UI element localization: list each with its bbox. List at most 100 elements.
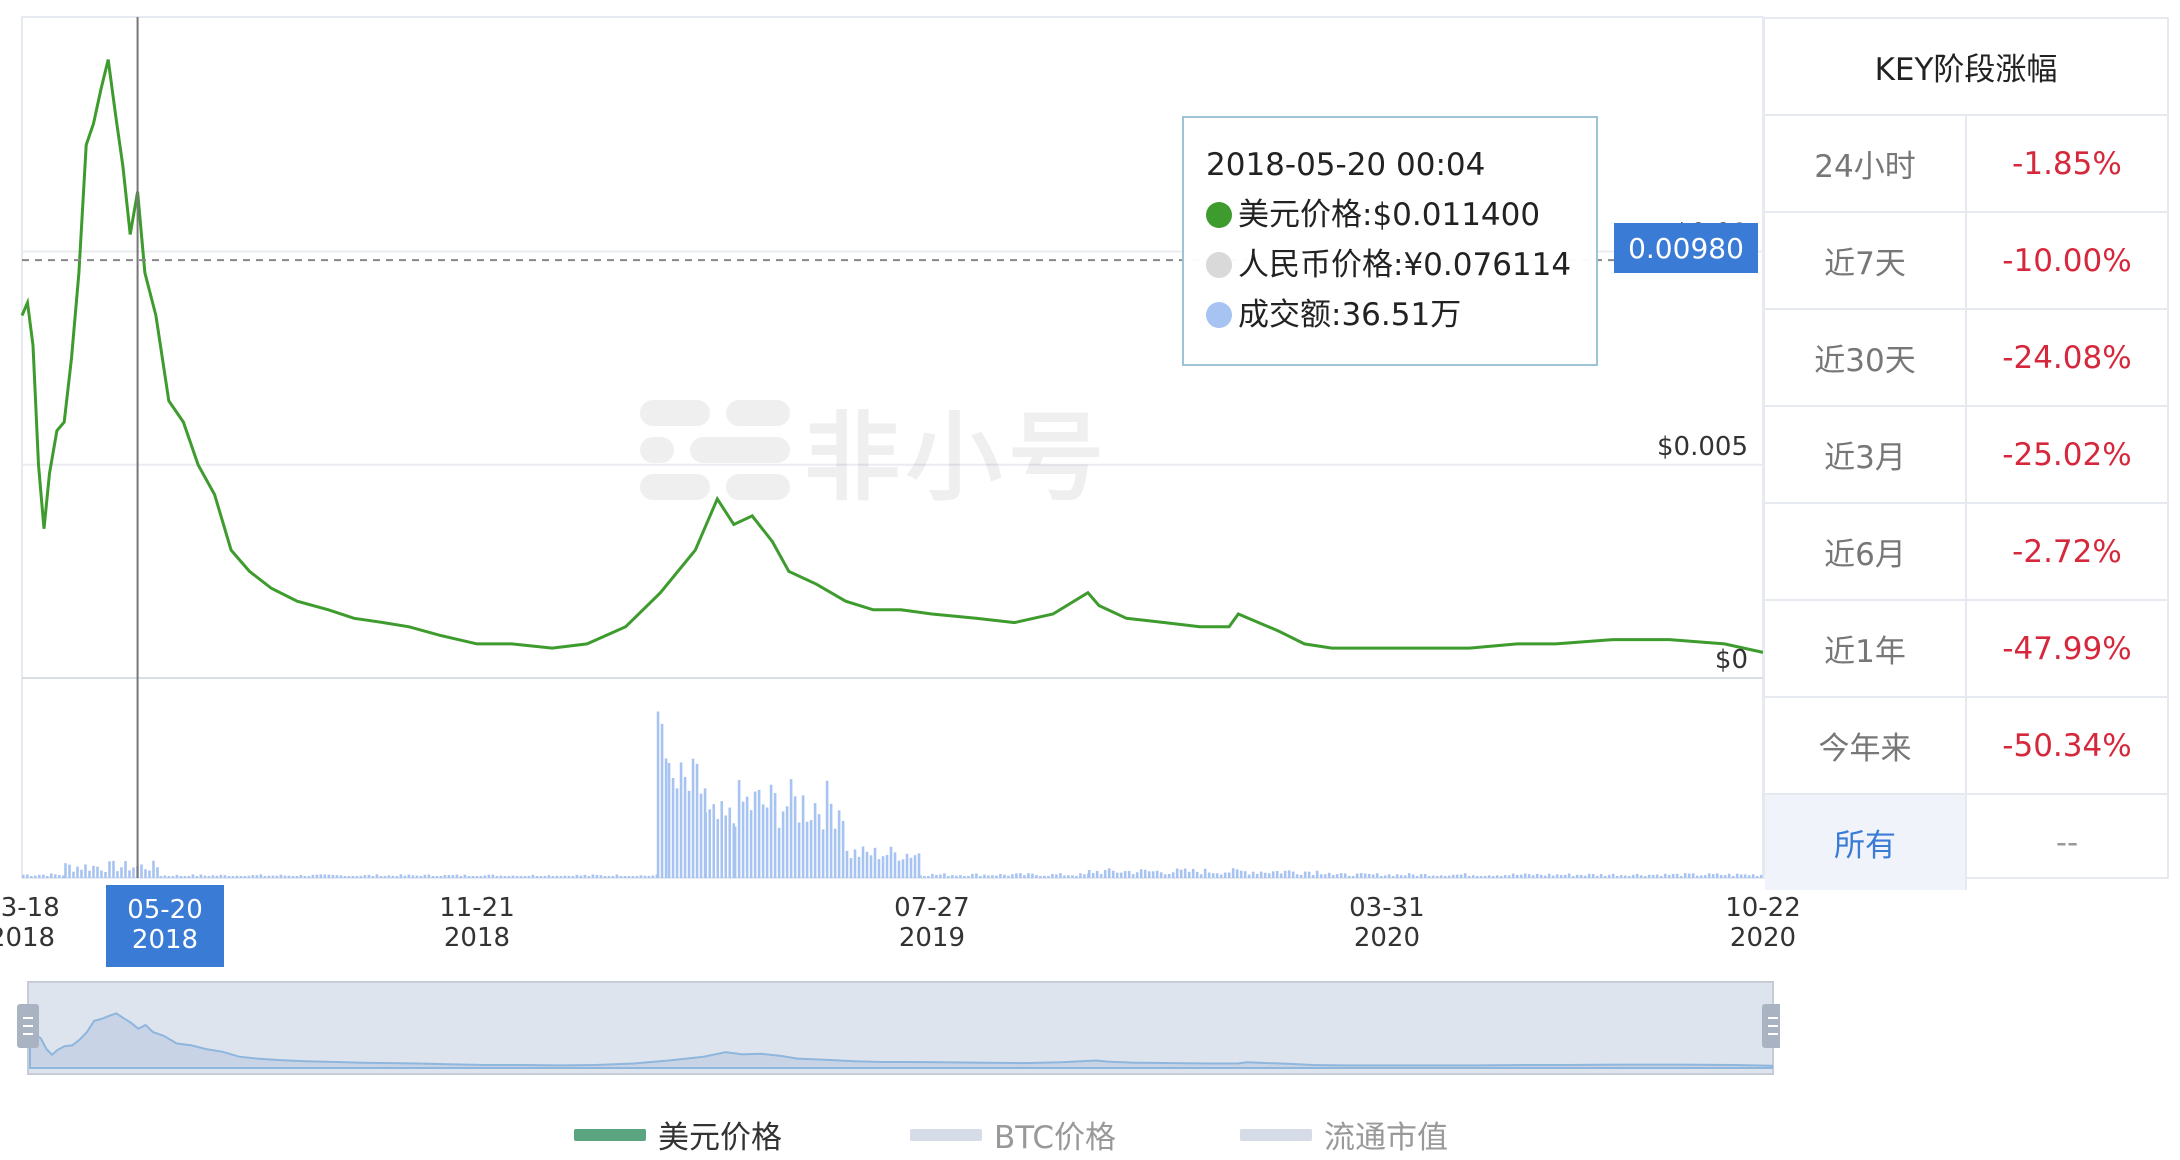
volume-bar xyxy=(1683,873,1687,878)
volume-bar xyxy=(1443,876,1447,878)
period-label[interactable]: 近3月 xyxy=(1765,407,1967,502)
volume-bar xyxy=(801,795,805,878)
volume-bar xyxy=(1327,872,1331,878)
volume-bar xyxy=(1555,874,1559,878)
volume-bar xyxy=(1319,874,1323,878)
volume-bar xyxy=(331,874,335,878)
volume-bar xyxy=(251,875,255,878)
crosshair-date-badge: 05-20 2018 xyxy=(106,885,224,967)
period-label[interactable]: 近30天 xyxy=(1765,310,1967,405)
volume-bar xyxy=(667,762,671,878)
volume-bar xyxy=(728,807,732,878)
volume-bar xyxy=(439,876,443,878)
period-label[interactable]: 近6月 xyxy=(1765,504,1967,599)
volume-bar xyxy=(403,875,407,878)
volume-bar xyxy=(1251,871,1255,878)
navigator-area xyxy=(29,1012,1773,1069)
volume-bar xyxy=(1291,871,1295,878)
volume-bar xyxy=(387,875,391,878)
volume-bar xyxy=(913,855,917,878)
navigator-left-handle[interactable] xyxy=(17,1004,39,1048)
period-label[interactable]: 今年来 xyxy=(1765,698,1967,793)
volume-bar xyxy=(1195,871,1199,878)
period-label[interactable]: 24小时 xyxy=(1765,116,1967,211)
volume-bar xyxy=(607,875,611,878)
volume-bar xyxy=(1039,876,1042,878)
chart-tooltip: 2018-05-20 00:04 美元价格:$0.011400 人民币价格:¥0… xyxy=(1182,116,1598,366)
volume-bar xyxy=(399,874,403,878)
volume-bar xyxy=(30,876,33,878)
period-row-all[interactable]: 所有 -- xyxy=(1765,795,2167,890)
period-row[interactable]: 近6月 -2.72% xyxy=(1765,504,2167,601)
volume-bar xyxy=(1739,874,1743,878)
volume-bar xyxy=(1483,875,1487,878)
period-row[interactable]: 今年来 -50.34% xyxy=(1765,698,2167,795)
volume-bar xyxy=(1403,875,1407,878)
volume-bar xyxy=(239,876,243,878)
volume-bar xyxy=(371,876,375,878)
volume-bar xyxy=(1179,869,1183,878)
volume-bar xyxy=(745,796,749,878)
period-row[interactable]: 近3月 -25.02% xyxy=(1765,407,2167,504)
volume-bar xyxy=(299,874,303,878)
volume-bar xyxy=(901,859,905,878)
volume-bar xyxy=(967,876,970,878)
volume-bar xyxy=(555,875,559,878)
period-row[interactable]: 近30天 -24.08% xyxy=(1765,310,2167,407)
period-row[interactable]: 24小时 -1.85% xyxy=(1765,116,2167,213)
volume-bar xyxy=(1579,875,1583,878)
period-row[interactable]: 近7天 -10.00% xyxy=(1765,213,2167,310)
volume-bar xyxy=(1679,876,1683,878)
volume-bar xyxy=(708,809,712,878)
period-label-all[interactable]: 所有 xyxy=(1765,795,1967,890)
blue-dot-icon xyxy=(1206,302,1232,328)
volume-bar xyxy=(1003,874,1006,878)
volume-bar xyxy=(1611,873,1615,878)
volume-bar xyxy=(163,875,167,878)
volume-bar xyxy=(1675,873,1679,878)
tooltip-usd-price: 美元价格:$0.011400 xyxy=(1238,197,1541,233)
volume-bar xyxy=(1271,871,1275,878)
volume-bar xyxy=(152,860,155,878)
period-label[interactable]: 近7天 xyxy=(1765,213,1967,308)
volume-bar xyxy=(1267,873,1271,878)
volume-bar xyxy=(1515,874,1519,878)
volume-bar xyxy=(1091,873,1095,878)
volume-bar xyxy=(587,875,591,878)
volume-bar xyxy=(112,860,115,878)
volume-bar xyxy=(785,806,789,878)
volume-bar xyxy=(660,723,664,878)
volume-bar xyxy=(427,874,431,878)
volume-bar xyxy=(1543,875,1547,878)
period-row[interactable]: 近1年 -47.99% xyxy=(1765,601,2167,698)
legend-item-usd-price[interactable]: 美元价格 xyxy=(574,1112,782,1157)
volume-bar xyxy=(1047,876,1050,878)
volume-bar xyxy=(979,876,982,878)
volume-bar xyxy=(1487,875,1491,878)
navigator-right-handle[interactable] xyxy=(1762,1004,1780,1048)
volume-bar xyxy=(1595,875,1599,878)
period-value: -25.02% xyxy=(2002,436,2132,473)
volume-bar xyxy=(1387,874,1391,878)
tooltip-cny-price: 人民币价格:¥0.076114 xyxy=(1238,247,1572,283)
volume-bar xyxy=(1723,875,1727,878)
period-label[interactable]: 近1年 xyxy=(1765,601,1967,696)
volume-bar xyxy=(699,793,703,878)
watermark-text: 非小号 xyxy=(804,402,1110,514)
volume-bar xyxy=(951,875,954,878)
volume-bar xyxy=(893,852,897,878)
volume-bar xyxy=(971,873,974,878)
volume-bar xyxy=(547,875,551,878)
price-chart[interactable]: $0$0.005$0.01 xyxy=(0,0,1780,1160)
volume-bar xyxy=(523,876,527,878)
volume-bar xyxy=(319,874,323,878)
legend-item-btc-price[interactable]: BTC价格 xyxy=(910,1112,1116,1157)
volume-bar xyxy=(375,874,379,878)
volume-bar xyxy=(1135,872,1139,878)
volume-bar xyxy=(1407,873,1411,878)
volume-bar xyxy=(76,866,79,878)
volume-bar xyxy=(1055,874,1058,878)
volume-bar xyxy=(1495,875,1499,878)
volume-bar xyxy=(80,869,83,878)
legend-item-market-cap[interactable]: 流通市值 xyxy=(1240,1112,1448,1157)
